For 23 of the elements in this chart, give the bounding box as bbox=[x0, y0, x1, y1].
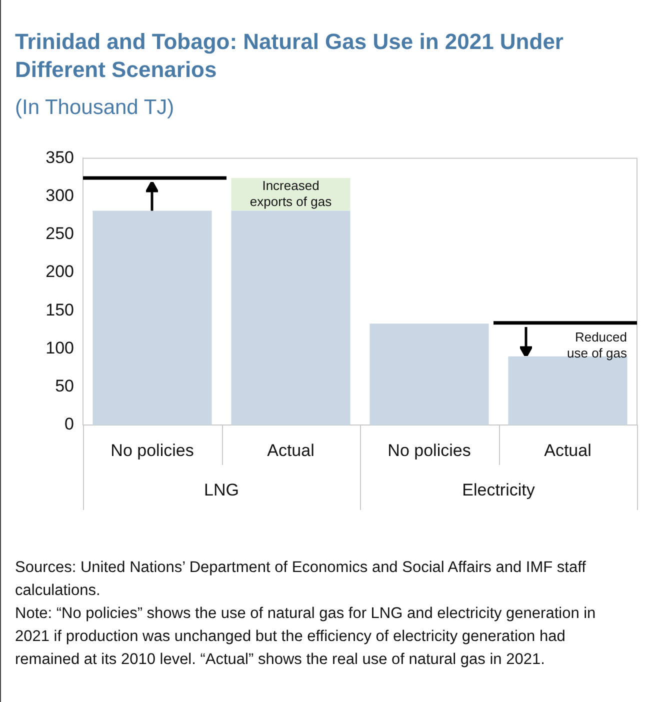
y-tick-label: 100 bbox=[46, 338, 74, 358]
text: Electricity bbox=[462, 480, 536, 500]
chart-subtitle: (In Thousand TJ) bbox=[15, 96, 174, 120]
ref-line-label: Reduced use of gas bbox=[567, 329, 628, 360]
source-note: Sources: United Nations’ Department of Economics and Social Affairs and IMF staff calculations. bbox=[15, 558, 587, 601]
y-tick-label: 50 bbox=[55, 376, 74, 396]
bar bbox=[231, 210, 350, 425]
data-label: Increased exports of gas bbox=[250, 178, 332, 209]
y-tick-label: 150 bbox=[46, 300, 74, 320]
bar bbox=[92, 210, 212, 425]
y-tick-label: 250 bbox=[46, 224, 74, 244]
x-tick-label: Actual bbox=[544, 440, 592, 460]
x-tick-label: No policies bbox=[388, 440, 471, 460]
text: LNG bbox=[204, 480, 239, 500]
text: Note: “No policies” shows the use of natural gas for LNG and electricity generation in 2021 if production was unchanged but the efficiency of electricity generation had remained at its 2010 level. “Actual” shows the real use of natural gas in 2021. bbox=[15, 604, 597, 670]
y-tick-label: 0 bbox=[64, 414, 74, 434]
x-tick-label: Actual bbox=[267, 440, 314, 460]
bar bbox=[370, 324, 489, 425]
y-tick-label: 200 bbox=[46, 262, 74, 282]
chart-title: Trinidad and Tobago: Natural Gas Use in 2021 Under Different Scenarios bbox=[15, 28, 564, 84]
y-tick-label: 300 bbox=[46, 186, 74, 205]
x-tick-label: No policies bbox=[110, 440, 194, 460]
y-tick-label: 350 bbox=[46, 148, 74, 167]
